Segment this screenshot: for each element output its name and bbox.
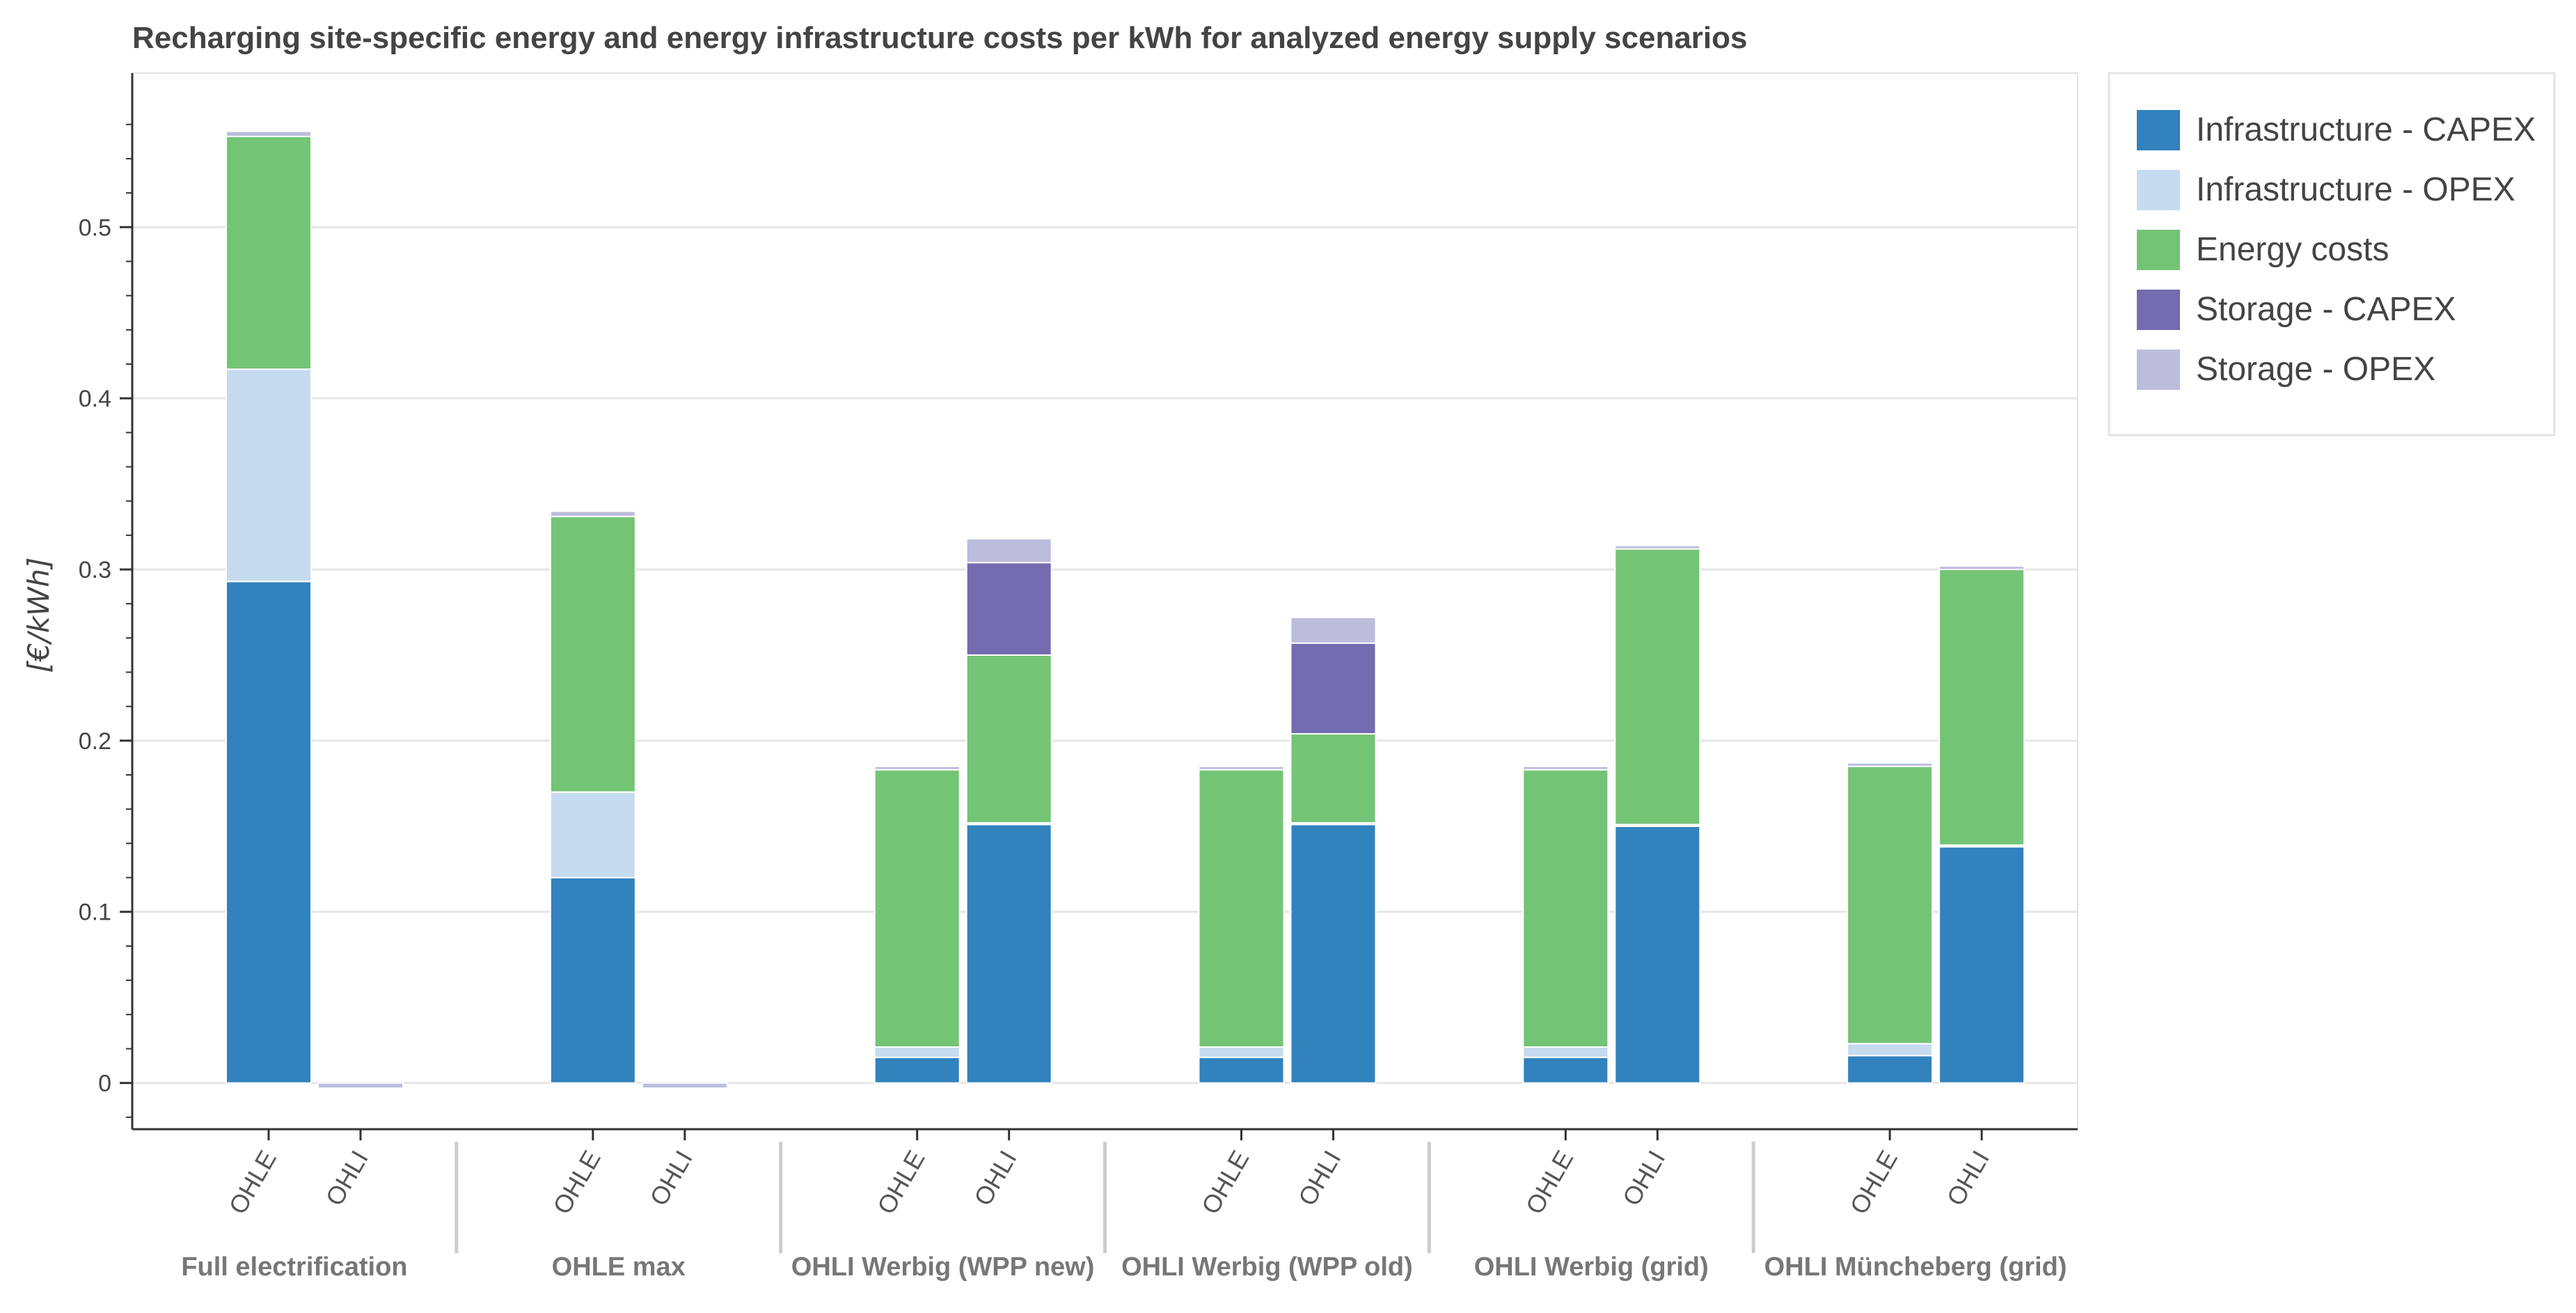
bar-segment bbox=[1198, 765, 1285, 771]
group-label: OHLE max bbox=[552, 1252, 686, 1282]
y-tick-label: 0.2 bbox=[79, 728, 111, 755]
x-tick-label: OHLE bbox=[1520, 1146, 1579, 1219]
y-tick-label: 0.5 bbox=[79, 214, 111, 241]
grid-lines bbox=[132, 72, 2078, 1130]
y-tick-label: 0.3 bbox=[79, 557, 111, 583]
bar-segment bbox=[1290, 824, 1377, 1084]
group-label: Full electrification bbox=[181, 1252, 407, 1282]
bar-segment bbox=[317, 1082, 404, 1089]
bar-segment bbox=[1847, 762, 1934, 767]
x-tick-label: OHLI bbox=[319, 1146, 374, 1211]
legend-box bbox=[2108, 72, 2556, 437]
legend-swatch bbox=[2137, 110, 2180, 150]
bar-segment bbox=[874, 1046, 961, 1058]
bar-segment bbox=[1522, 765, 1609, 771]
legend-label: Storage - CAPEX bbox=[2196, 291, 2456, 328]
legend: Infrastructure - CAPEX Infrastructure - O… bbox=[2108, 72, 2556, 437]
bar-segment bbox=[641, 1082, 728, 1089]
x-tick-label: OHLI bbox=[968, 1146, 1022, 1211]
x-tick-label: OHLE bbox=[871, 1146, 931, 1219]
bar-segment bbox=[1614, 544, 1701, 550]
bar-segment bbox=[1614, 548, 1701, 826]
x-tick-label: OHLE bbox=[223, 1146, 282, 1219]
x-tick-label: OHLI bbox=[1293, 1146, 1347, 1211]
x-tick-label: OHLI bbox=[1941, 1146, 1996, 1211]
bar-segment bbox=[874, 1056, 961, 1084]
x-tick-label: OHLI bbox=[1617, 1146, 1671, 1211]
bar-segment bbox=[1198, 1046, 1285, 1058]
x-tick-label: OHLE bbox=[1844, 1146, 1904, 1219]
bar-segment bbox=[965, 824, 1052, 1084]
legend-label: Storage - OPEX bbox=[2196, 351, 2435, 388]
x-tick-label: OHLE bbox=[547, 1146, 606, 1219]
bar-segment bbox=[1938, 565, 2025, 571]
legend-swatch bbox=[2137, 290, 2180, 330]
bar-segment bbox=[1522, 1046, 1609, 1058]
bar-segment bbox=[226, 581, 312, 1084]
legend-label: Infrastructure - CAPEX bbox=[2196, 111, 2536, 148]
legend-label: Infrastructure - OPEX bbox=[2196, 171, 2515, 208]
x-tick-label: OHLE bbox=[1196, 1146, 1255, 1219]
bar-segment bbox=[965, 537, 1052, 564]
group-label: OHLI Werbig (WPP new) bbox=[791, 1252, 1095, 1282]
bar-segment bbox=[1522, 1056, 1609, 1084]
y-tick-label: 0 bbox=[98, 1071, 111, 1097]
y-tick-label: 0.1 bbox=[79, 899, 111, 926]
bar-segment bbox=[1847, 1043, 1934, 1057]
chart-title: Recharging site-specific energy and ener… bbox=[132, 21, 1748, 55]
legend-swatch bbox=[2137, 170, 2180, 210]
bar-segment bbox=[965, 654, 1052, 824]
plot-frame bbox=[132, 72, 2078, 1130]
group-label: OHLI Werbig (WPP old) bbox=[1121, 1252, 1413, 1282]
bar-segment bbox=[226, 368, 312, 583]
bar-segment bbox=[549, 876, 636, 1084]
bar-segment bbox=[226, 135, 312, 370]
bar-segment bbox=[1522, 769, 1609, 1048]
bar-segment bbox=[1938, 846, 2025, 1084]
bar-segment bbox=[1847, 765, 1934, 1045]
bar-segment bbox=[874, 769, 961, 1048]
legend-swatch bbox=[2137, 349, 2180, 390]
bar-segment bbox=[1198, 1056, 1285, 1084]
group-label: OHLI Werbig (grid) bbox=[1474, 1252, 1709, 1282]
legend-swatch bbox=[2137, 230, 2180, 270]
bar-segment bbox=[874, 765, 961, 771]
bar-segment bbox=[1290, 616, 1377, 644]
group-label: OHLI Müncheberg (grid) bbox=[1764, 1252, 2067, 1282]
y-tick-label: 0.4 bbox=[79, 386, 111, 412]
bar-segment bbox=[1938, 569, 2025, 846]
y-axis-label: [€/kWh] bbox=[22, 557, 56, 673]
bar-segment bbox=[549, 510, 636, 517]
x-tick-label: OHLI bbox=[644, 1146, 698, 1211]
bar-segment bbox=[1290, 642, 1377, 735]
bar-segment bbox=[226, 130, 312, 137]
bar-segment bbox=[1847, 1055, 1934, 1084]
bar-segment bbox=[549, 791, 636, 879]
bar-segment bbox=[1614, 825, 1701, 1084]
bar-segment bbox=[549, 515, 636, 793]
legend-label: Energy costs bbox=[2196, 231, 2389, 268]
bar-segment bbox=[965, 562, 1052, 656]
bar-segment bbox=[1290, 733, 1377, 824]
bar-segment bbox=[1198, 769, 1285, 1048]
bars bbox=[226, 130, 2025, 1089]
